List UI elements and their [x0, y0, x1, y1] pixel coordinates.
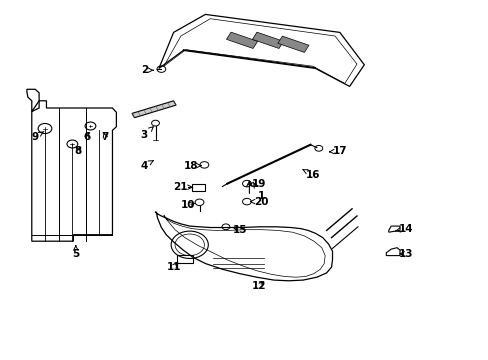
Text: 1: 1 [253, 183, 264, 201]
Text: 10: 10 [181, 200, 195, 210]
Text: 13: 13 [398, 249, 412, 259]
Text: 8: 8 [75, 146, 81, 156]
Bar [277, 36, 308, 53]
Text: 6: 6 [83, 132, 90, 142]
Text: 4: 4 [140, 161, 153, 171]
Text: 16: 16 [302, 170, 320, 180]
Text: 14: 14 [395, 224, 412, 234]
Bar [252, 32, 283, 49]
Text: 5: 5 [72, 246, 79, 259]
Polygon shape [132, 101, 176, 118]
Text: 19: 19 [248, 179, 266, 189]
Text: 17: 17 [329, 146, 346, 156]
Text: 2: 2 [141, 65, 153, 75]
Text: 15: 15 [232, 225, 246, 235]
Text: 11: 11 [166, 262, 181, 272]
Text: 3: 3 [141, 127, 153, 140]
Text: 20: 20 [250, 197, 268, 207]
Bar [226, 32, 257, 49]
Text: 21: 21 [172, 182, 192, 192]
Text: 12: 12 [251, 281, 266, 291]
Text: 9: 9 [32, 131, 44, 142]
Text: 7: 7 [101, 132, 109, 142]
Text: 18: 18 [183, 161, 201, 171]
